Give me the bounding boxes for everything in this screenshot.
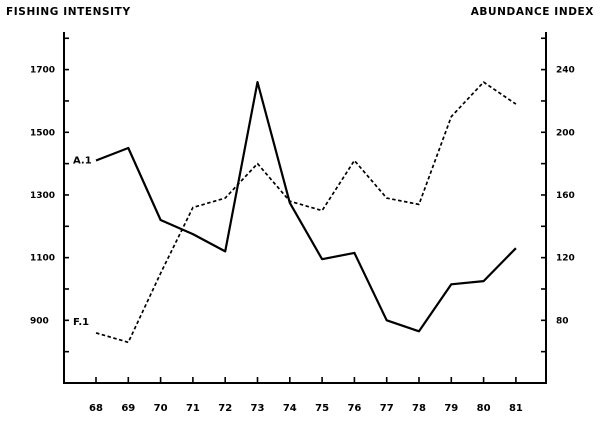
- x-tick-label: 70: [154, 403, 168, 414]
- x-tick-label: 74: [283, 403, 297, 414]
- labels-group: 900 1100 1300 1500 1700 80 120 160 200 240 68 69 70 7…: [30, 66, 575, 414]
- series-group: [95, 80, 517, 344]
- x-tick-label: 76: [347, 403, 361, 414]
- right-tick-label: 240: [556, 66, 575, 76]
- right-tick-label: 160: [556, 191, 575, 201]
- x-tick-label: 77: [380, 403, 394, 414]
- x-tick-label: 73: [251, 403, 265, 414]
- x-tick-label: 81: [509, 403, 523, 414]
- right-axis-title: ABUNDANCE INDEX: [470, 6, 594, 18]
- x-tick-label: 72: [218, 403, 232, 414]
- series-line-f-1: [95, 81, 517, 344]
- x-tick-label: 75: [315, 403, 329, 414]
- x-tick-label: 78: [412, 403, 426, 414]
- x-tick-label: 80: [477, 403, 491, 414]
- x-tick-label: 71: [186, 403, 200, 414]
- left-tick-label: 1100: [30, 254, 55, 264]
- left-tick-label: 1300: [30, 191, 55, 201]
- right-tick-label: 120: [556, 254, 575, 264]
- series-label-f1: F.1: [73, 317, 89, 328]
- left-tick-label: 900: [30, 316, 49, 326]
- series-line-a-1: [95, 80, 517, 333]
- x-tick-label: 79: [444, 403, 458, 414]
- axes-group: [63, 32, 547, 384]
- right-tick-label: 200: [556, 128, 575, 138]
- series-label-a1: A.1: [73, 155, 92, 166]
- x-tick-label: 69: [121, 403, 135, 414]
- x-tick-label: 68: [89, 403, 103, 414]
- left-tick-label: 1700: [30, 66, 55, 76]
- left-tick-label: 1500: [30, 128, 55, 138]
- right-tick-label: 80: [556, 316, 569, 326]
- left-axis-title: FISHING INTENSITY: [6, 6, 131, 18]
